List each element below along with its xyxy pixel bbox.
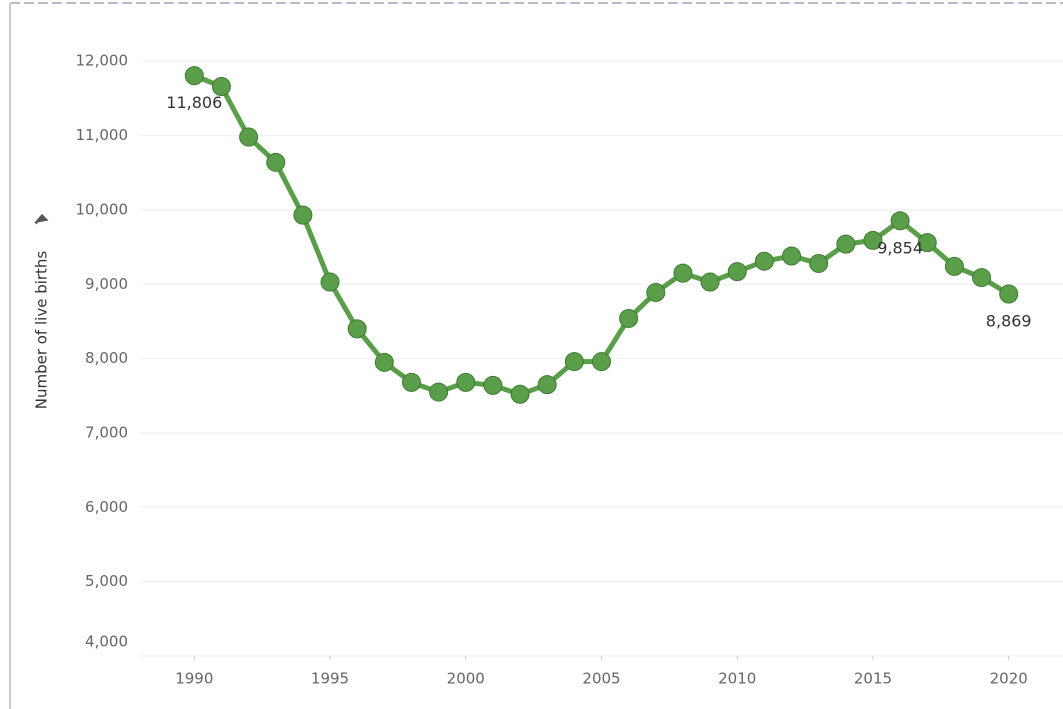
line xyxy=(193,73,1011,397)
point xyxy=(429,382,449,402)
point xyxy=(782,246,802,266)
point xyxy=(293,205,313,225)
point xyxy=(999,284,1019,304)
point xyxy=(890,211,910,231)
point xyxy=(211,77,231,97)
point xyxy=(863,230,883,250)
data-label: 11,806 xyxy=(166,93,222,112)
point xyxy=(727,262,747,282)
y-axis-label: Number of live births xyxy=(33,251,51,410)
point xyxy=(510,384,530,404)
point xyxy=(266,152,286,172)
y-tick-label: 9,000 xyxy=(85,275,128,293)
point xyxy=(944,256,964,276)
point xyxy=(673,263,693,283)
data-label: 9,854 xyxy=(877,238,923,257)
y-tick-label: 10,000 xyxy=(76,200,129,218)
point xyxy=(564,352,584,372)
x-tick-label: 2010 xyxy=(718,670,756,688)
point xyxy=(972,268,992,288)
point xyxy=(347,319,367,339)
x-tick-label: 2000 xyxy=(447,670,485,688)
x-tick-label: 2015 xyxy=(854,670,892,688)
point xyxy=(592,352,611,372)
point xyxy=(537,375,557,395)
point xyxy=(483,375,503,395)
x-tick-label: 2005 xyxy=(582,670,620,688)
point xyxy=(320,272,340,292)
x-tick-label: 1990 xyxy=(175,670,213,688)
y-tick-label: 7,000 xyxy=(85,423,128,441)
point xyxy=(836,234,856,254)
point xyxy=(917,233,937,253)
pin-icon xyxy=(34,213,49,225)
y-tick-label: 8,000 xyxy=(85,349,128,367)
x-tick-label: 2020 xyxy=(990,670,1028,688)
y-tick-label: 5,000 xyxy=(85,572,128,590)
point xyxy=(619,308,639,328)
x-tick-label: 1995 xyxy=(311,670,349,688)
y-tick-label: 12,000 xyxy=(76,52,129,70)
data-label: 8,869 xyxy=(986,312,1032,331)
point xyxy=(184,66,204,86)
point xyxy=(809,253,829,273)
y-tick-label: 6,000 xyxy=(85,498,128,516)
point xyxy=(700,272,720,292)
point xyxy=(456,372,476,392)
point xyxy=(374,352,394,372)
point xyxy=(754,251,774,271)
y-tick-label: 4,000 xyxy=(85,633,128,651)
y-tick-label: 11,000 xyxy=(76,126,129,144)
point xyxy=(401,372,421,392)
point xyxy=(646,282,666,302)
point xyxy=(239,127,259,147)
